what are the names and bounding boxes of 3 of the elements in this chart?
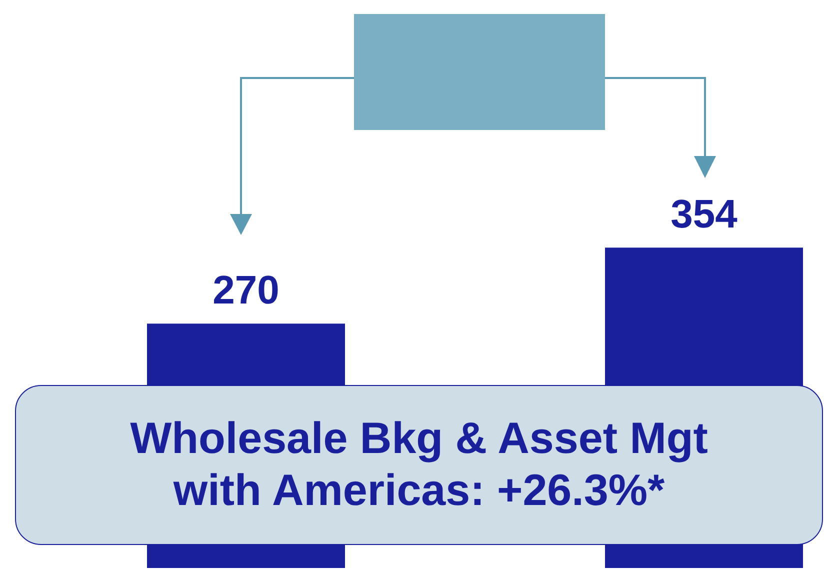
rounded-box: Wholesale Bkg & Asset Mgt with Americas: +26.3%* <box>15 385 823 545</box>
data-label: 270 <box>212 268 280 313</box>
data-label: 354 <box>670 192 738 237</box>
